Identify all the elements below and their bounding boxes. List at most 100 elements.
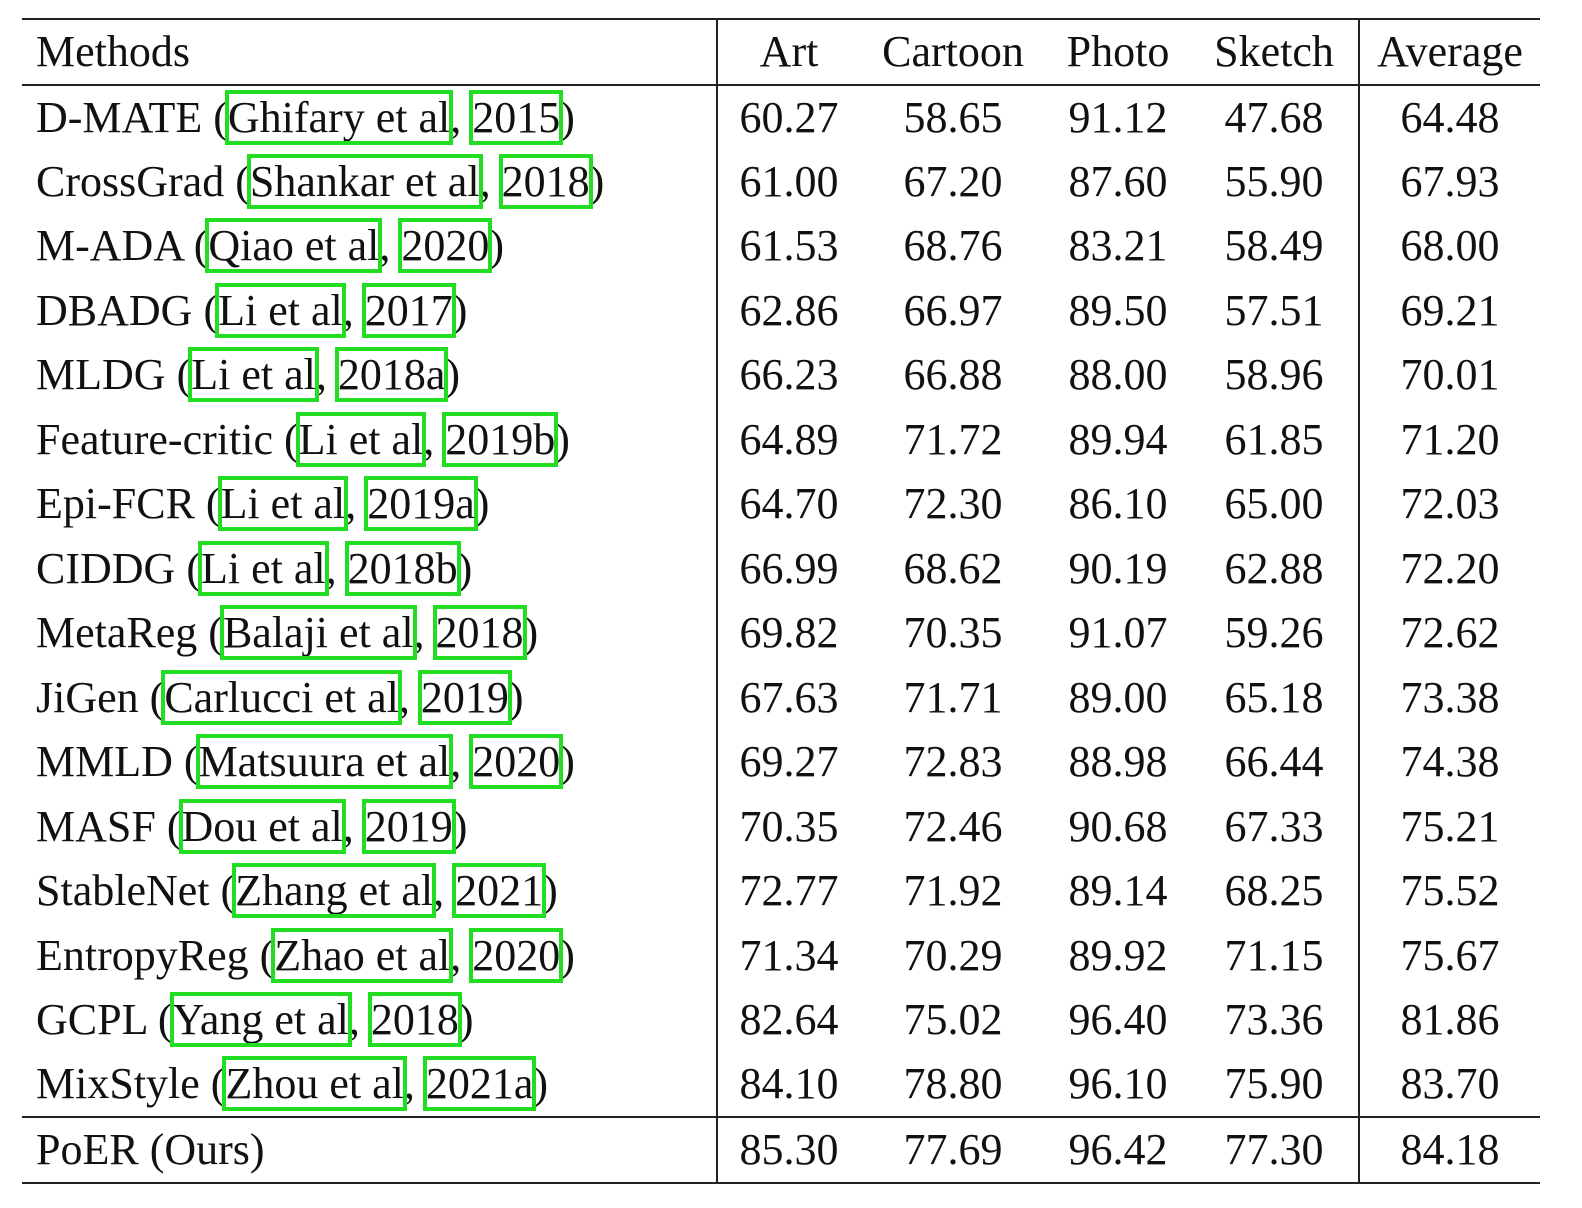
table-row: StableNet (Zhang et al, 2021) 72.77 71.92 8…: [22, 859, 1540, 924]
table-row: Feature-critic (Li et al, 2019b) 64.89 71.…: [22, 407, 1540, 472]
citation-authors[interactable]: Balaji et al: [219, 605, 417, 661]
cell-sketch: 65.00: [1224, 479, 1324, 529]
cell-average: 75.52: [1358, 859, 1540, 924]
cell-cartoon: 66.88: [903, 350, 1003, 400]
citation-authors[interactable]: Zhou et al: [222, 1056, 407, 1112]
header-row: Methods Art Cartoon Photo Sketch Average: [22, 18, 1540, 86]
ours-label: PoER (Ours): [22, 1116, 718, 1184]
cell-cartoon: 72.46: [903, 801, 1003, 851]
cell-average: 71.20: [1358, 407, 1540, 472]
cell-average: 70.01: [1358, 343, 1540, 408]
citation-authors[interactable]: Li et al: [197, 540, 329, 596]
citation-authors[interactable]: Zhao et al: [271, 927, 454, 983]
method-cell: CrossGrad (Shankar et al, 2018): [22, 149, 718, 214]
cell-photo: 90.68: [1068, 801, 1168, 851]
table-row: M-ADA (Qiao et al, 2020) 61.53 68.76 83.21 5…: [22, 214, 1540, 279]
citation-year[interactable]: 2018: [432, 605, 527, 661]
method-cell: MMLD (Matsuura et al, 2020): [22, 730, 718, 795]
citation-year[interactable]: 2021: [452, 863, 547, 919]
cell-photo: 89.14: [1068, 866, 1168, 916]
citation-authors[interactable]: Dou et al: [178, 798, 346, 854]
cell-photo: 89.00: [1068, 672, 1168, 722]
method-cell: M-ADA (Qiao et al, 2020): [22, 214, 718, 279]
cell-art: 60.27: [739, 92, 839, 142]
citation-authors[interactable]: Yang et al: [169, 992, 352, 1048]
table-row: MixStyle (Zhou et al, 2021a) 84.10 78.80 96…: [22, 1052, 1540, 1117]
cell-average: 67.93: [1358, 149, 1540, 214]
method-name: DBADG: [36, 285, 193, 335]
citation-year[interactable]: 2020: [398, 218, 493, 274]
cell-sketch: 57.51: [1224, 285, 1324, 335]
method-name: M-ADA: [36, 221, 183, 271]
citation-authors[interactable]: Li et al: [215, 282, 346, 338]
cell-cartoon: 78.80: [903, 1059, 1003, 1109]
cell-art: 61.00: [739, 156, 839, 206]
citation-year[interactable]: 2015: [469, 89, 564, 145]
citation-year[interactable]: 2019b: [442, 411, 559, 467]
cell-sketch: 68.25: [1224, 866, 1324, 916]
cell-average: 74.38: [1358, 730, 1540, 795]
citation-year[interactable]: 2019a: [364, 476, 478, 532]
header-photo: Photo: [1046, 18, 1190, 86]
cell-photo: 91.12: [1068, 92, 1168, 142]
header-methods: Methods: [22, 18, 718, 86]
header-cartoon: Cartoon: [860, 18, 1046, 86]
cell-sketch: 67.33: [1224, 801, 1324, 851]
method-name: JiGen: [36, 672, 139, 722]
cell-photo: 91.07: [1068, 608, 1168, 658]
method-cell: MLDG (Li et al, 2018a): [22, 343, 718, 408]
cell-art: 64.89: [739, 414, 839, 464]
cell-average: 72.03: [1358, 472, 1540, 537]
table-row: Epi-FCR (Li et al, 2019a) 64.70 72.30 86.10…: [22, 472, 1540, 537]
citation-year[interactable]: 2020: [469, 927, 564, 983]
cell-cartoon: 70.35: [903, 608, 1003, 658]
table-row: MMLD (Matsuura et al, 2020) 69.27 72.83 88.…: [22, 730, 1540, 795]
cell-sketch: 66.44: [1224, 737, 1324, 787]
citation-authors[interactable]: Li et al: [217, 476, 349, 532]
method-name: Epi-FCR: [36, 479, 195, 529]
citation-year[interactable]: 2018b: [344, 540, 461, 596]
table-row: MetaReg (Balaji et al, 2018) 69.82 70.35 91…: [22, 601, 1540, 666]
method-cell: GCPL (Yang et al, 2018): [22, 988, 718, 1053]
cell-cartoon: 66.97: [903, 285, 1003, 335]
citation-authors[interactable]: Li et al: [295, 411, 427, 467]
citation-authors[interactable]: Shankar et al: [246, 153, 483, 209]
citation-authors[interactable]: Matsuura et al: [195, 734, 454, 790]
citation-year[interactable]: 2017: [361, 282, 456, 338]
table-row: MASF (Dou et al, 2019) 70.35 72.46 90.68 67.…: [22, 794, 1540, 859]
citation-year[interactable]: 2018: [367, 992, 462, 1048]
cell-photo: 88.98: [1068, 737, 1168, 787]
cell-cartoon: 71.72: [903, 414, 1003, 464]
method-cell: MASF (Dou et al, 2019): [22, 794, 718, 859]
table-row: DBADG (Li et al, 2017) 62.86 66.97 89.50 57.…: [22, 278, 1540, 343]
method-name: MetaReg: [36, 608, 198, 658]
cell-art: 72.77: [739, 866, 839, 916]
citation-year[interactable]: 2019: [361, 798, 456, 854]
cell-art: 61.53: [739, 221, 839, 271]
table-row: CrossGrad (Shankar et al, 2018) 61.00 67.2…: [22, 149, 1540, 214]
citation-year[interactable]: 2018: [498, 153, 593, 209]
cell-photo: 96.10: [1068, 1059, 1168, 1109]
method-name: CrossGrad: [36, 156, 225, 206]
cell-cartoon: 71.71: [903, 672, 1003, 722]
citation-authors[interactable]: Zhang et al: [232, 863, 437, 919]
cell-sketch: 61.85: [1224, 414, 1324, 464]
cell-art: 69.27: [739, 737, 839, 787]
ours-photo: 96.42: [1046, 1116, 1190, 1184]
method-cell: DBADG (Li et al, 2017): [22, 278, 718, 343]
cell-sketch: 58.96: [1224, 350, 1324, 400]
citation-authors[interactable]: Qiao et al: [205, 218, 383, 274]
citation-authors[interactable]: Li et al: [188, 347, 319, 403]
table-row: JiGen (Carlucci et al, 2019) 67.63 71.71 89…: [22, 665, 1540, 730]
cell-sketch: 58.49: [1224, 221, 1324, 271]
citation-year[interactable]: 2020: [469, 734, 564, 790]
cell-art: 66.99: [739, 543, 839, 593]
citation-year[interactable]: 2019: [417, 669, 512, 725]
cell-cartoon: 58.65: [903, 92, 1003, 142]
citation-year[interactable]: 2018a: [334, 347, 449, 403]
citation-authors[interactable]: Ghifary et al: [224, 89, 454, 145]
citation-year[interactable]: 2021a: [422, 1056, 537, 1112]
citation-authors[interactable]: Carlucci et al: [161, 669, 402, 725]
method-cell: CIDDG (Li et al, 2018b): [22, 536, 718, 601]
method-name: StableNet: [36, 866, 210, 916]
